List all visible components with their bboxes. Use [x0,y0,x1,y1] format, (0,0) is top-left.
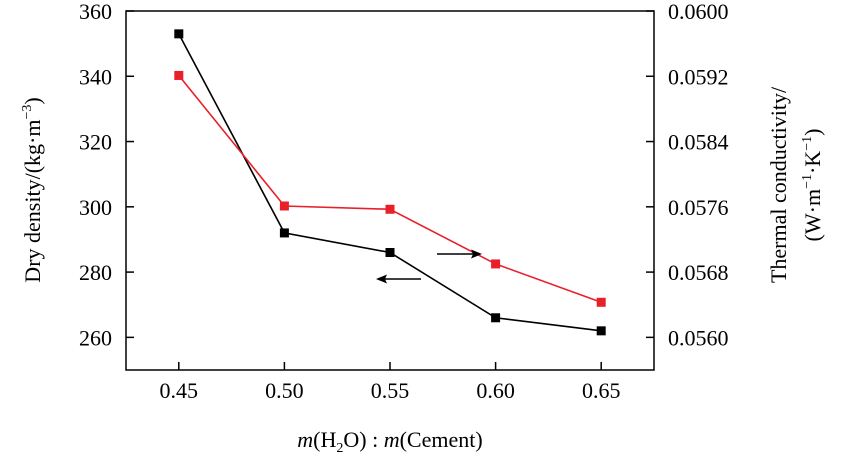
right-y-axis-label: Thermal conductivity/ (W·m−1·K−1) [766,86,825,283]
plot-frame [125,10,655,371]
x-axis-label: m(H2O) : m(Cement) [297,427,482,456]
right-label-part-c: ) [800,129,825,136]
right-label-part-b: ·K [800,151,825,174]
thermal-conductivity-point [596,297,606,307]
left-y-axis-label-sup: −3 [20,105,35,120]
x-label-sub: 2 [336,441,343,456]
x-label-m1: m [297,427,313,452]
right-y-tick-label: 0.0576 [668,195,729,220]
x-tick-label: 0.45 [160,378,199,403]
left-y-tick-label: 360 [79,0,112,24]
x-label-o: O) : [343,427,383,452]
right-label-sup2: −1 [800,136,815,151]
arrow-right-annotation [437,249,482,259]
right-label-sup1: −1 [800,174,815,189]
arrow-right-head [471,249,482,259]
dry-density-point [174,29,184,39]
left-y-tick-label: 300 [79,195,112,220]
left-y-tick-label: 320 [79,130,112,155]
dry-density-point [491,313,501,323]
dry-density-point [596,326,606,336]
data-series [174,29,606,336]
left-y-axis-label-end: ) [20,97,45,104]
left-y-tick-label: 340 [79,64,112,89]
x-tick-label: 0.55 [371,378,410,403]
dry-density-line [178,33,602,332]
right-y-axis-label-line2: (W·m−1·K−1) [800,129,825,242]
x-tick-label: 0.65 [582,378,621,403]
right-y-tick-label: 0.0584 [668,130,729,155]
axis-ticks: 260 280 300 320 340 360 0.0560 0.0568 0.0576 0.05… [79,0,729,403]
x-tick-label: 0.60 [476,378,515,403]
left-y-axis-label: Dry density/(kg·m−3) [20,97,45,282]
right-y-tick-label: 0.0592 [668,64,729,89]
thermal-conductivity-point [491,259,501,269]
arrow-left-head [376,274,387,284]
left-y-axis-label-text: Dry density/(kg·m [20,120,45,283]
right-y-tick-label: 0.0560 [668,325,729,350]
thermal-conductivity-point [174,70,184,80]
right-y-axis-label-line1: Thermal conductivity/ [766,86,791,283]
x-label-cement: (Cement) [400,427,483,452]
thermal-conductivity-point [279,201,289,211]
right-y-tick-label: 0.0568 [668,260,729,285]
dry-density-point [385,248,395,258]
right-label-part-a: (W·m [800,189,825,242]
left-y-tick-label: 280 [79,260,112,285]
x-tick-label: 0.50 [265,378,304,403]
thermal-conductivity-line [178,74,602,304]
dry-density-point [279,228,289,238]
right-y-tick-label: 0.0600 [668,0,729,24]
arrow-left-annotation [376,274,421,284]
thermal-conductivity-point [385,204,395,214]
left-y-tick-label: 260 [79,325,112,350]
x-label-h: (H [313,427,336,452]
x-label-m2: m [384,427,400,452]
